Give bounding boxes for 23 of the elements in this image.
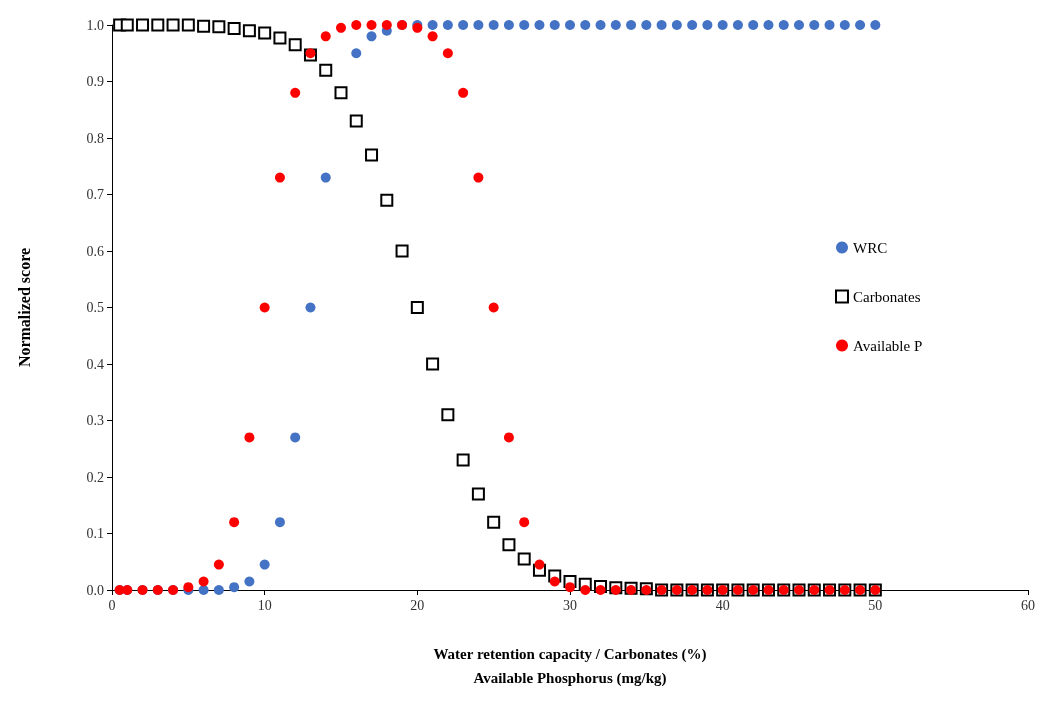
y-tick-label: 0.5	[86, 300, 104, 315]
legend-label: WRC	[853, 239, 888, 256]
y-tick-label: 1.0	[86, 17, 104, 33]
x-tick-label: 30	[563, 597, 577, 613]
x-tick-label: 0	[108, 597, 116, 613]
x-tick-label: 40	[715, 597, 730, 613]
x-tick-label: 50	[868, 597, 883, 613]
y-tick-label: 0.8	[86, 130, 104, 146]
y-tick-label: 0.6	[86, 243, 104, 259]
x-tick-label: 20	[410, 597, 425, 613]
legend-label: Carbonates	[853, 288, 921, 305]
y-axis-title: Normalized score	[15, 247, 33, 368]
x-tick-label: 10	[257, 597, 272, 613]
y-tick-label: 0.3	[86, 413, 104, 428]
y-tick-label: 0.1	[86, 526, 104, 541]
x-axis-title: Water retention capacity / Carbonates (%) Available Phosphorus (mg/kg)	[433, 646, 707, 687]
x-tick-label: 60	[1021, 597, 1035, 613]
y-tick-label: 0.0	[86, 582, 104, 598]
y-tick-label: 0.9	[86, 74, 104, 89]
y-tick-label: 0.2	[86, 469, 104, 485]
y-tick-label: 0.7	[86, 187, 104, 202]
y-tick-label: 0.4	[86, 356, 104, 372]
legend-label: Available P	[853, 337, 923, 354]
